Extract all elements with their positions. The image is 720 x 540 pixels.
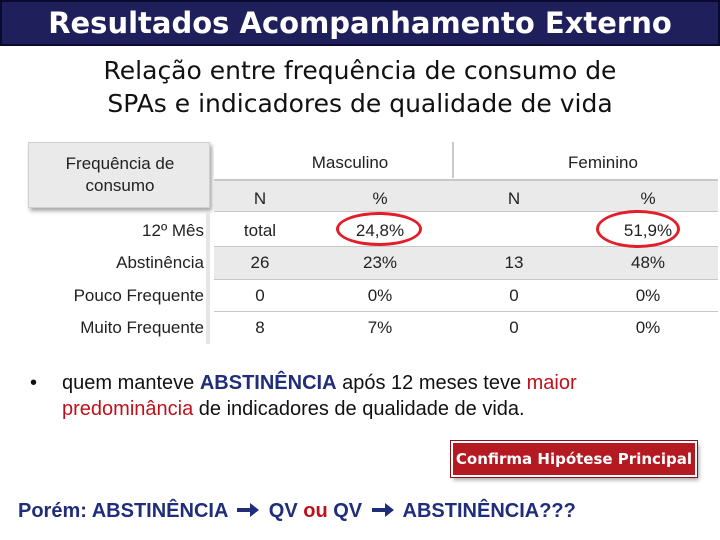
subheader-n-masculino: N [253, 189, 267, 208]
slide-title: Resultados Acompanhamento Externo [0, 0, 720, 46]
cell-row3-pct-masc: 0% [367, 286, 393, 305]
cell-row4-pct-masc: 7% [367, 318, 393, 337]
bullet-dot: • [30, 372, 38, 394]
cell-row3-n-fem: 0 [509, 286, 519, 305]
table-row [214, 312, 718, 344]
question-part-3: QV [333, 500, 363, 522]
bullet-emphasis-abstinencia: ABSTINÊNCIA [199, 372, 337, 394]
cell-row3-pct-fem: 0% [635, 286, 661, 305]
highlight-circle-masculino [336, 212, 422, 246]
bullet-text-part: quem manteve [62, 372, 200, 394]
subheader-n-feminino: N [507, 189, 521, 208]
cell-row4-n-fem: 0 [509, 318, 519, 337]
corner-label: Frequência de consumo [29, 153, 211, 197]
cell-row2-n-masc: 26 [250, 253, 270, 272]
corner-label-line-1: Frequência de [65, 154, 175, 173]
table-row [214, 280, 718, 312]
row-label-abstinencia: Abstinência [116, 253, 204, 272]
cell-row4-pct-fem: 0% [635, 318, 661, 337]
table-corner-header: Frequência de consumo [28, 142, 210, 208]
bullet-emphasis-predominancia: maior predominância [62, 372, 577, 420]
subheader-pct-feminino: % [640, 189, 656, 208]
highlight-circle-feminino [596, 210, 680, 248]
subtitle-line-1: Relação entre frequência de consumo de [103, 56, 617, 85]
cell-row2-pct-masc: 23% [362, 253, 398, 272]
bullet-text-part: após 12 meses teve [336, 372, 527, 394]
group-header-masculino: Masculino [311, 153, 389, 172]
cell-row3-n-masc: 0 [255, 286, 265, 305]
group-separator [452, 142, 454, 178]
cell-row2-pct-fem: 48% [630, 253, 666, 272]
question-connector: ou [303, 500, 328, 522]
right-arrow-icon [237, 503, 260, 517]
question-part-4: ABSTINÊNCIA??? [402, 500, 576, 522]
subheader-pct-masculino: % [372, 189, 388, 208]
bullet-text: quem manteve ABSTINÊNCIA após 12 meses t… [62, 370, 712, 422]
right-arrow-icon [371, 503, 394, 517]
table-row [214, 246, 718, 280]
group-header-row [214, 146, 718, 180]
cell-row1-n-masc: total [243, 221, 277, 240]
group-header-feminino: Feminino [568, 153, 638, 172]
row-label-muito-frequente: Muito Frequente [80, 318, 204, 337]
bullet-text-part: de indicadores de qualidade de vida. [193, 398, 525, 420]
cell-row2-n-fem: 13 [504, 253, 524, 272]
subtitle-line-2: SPAs e indicadores de qualidade de vida [107, 89, 613, 118]
subheader-row [214, 180, 718, 212]
row-label-12-mes: 12º Mês [142, 221, 204, 240]
question-part-2: QV [268, 500, 298, 522]
corner-label-line-2: consumo [85, 176, 155, 195]
cell-row4-n-masc: 8 [255, 318, 265, 337]
question-part-1: Porém: ABSTINÊNCIA [18, 500, 228, 522]
slide-subtitle: Relação entre frequência de consumo de S… [40, 54, 680, 120]
hypothesis-callout: Confirma Hipótese Principal [450, 440, 698, 478]
row-label-pouco-frequente: Pouco Frequente [73, 286, 204, 305]
causality-question: Porém: ABSTINÊNCIA QV ou QV ABSTINÊNCIA?… [18, 498, 708, 524]
